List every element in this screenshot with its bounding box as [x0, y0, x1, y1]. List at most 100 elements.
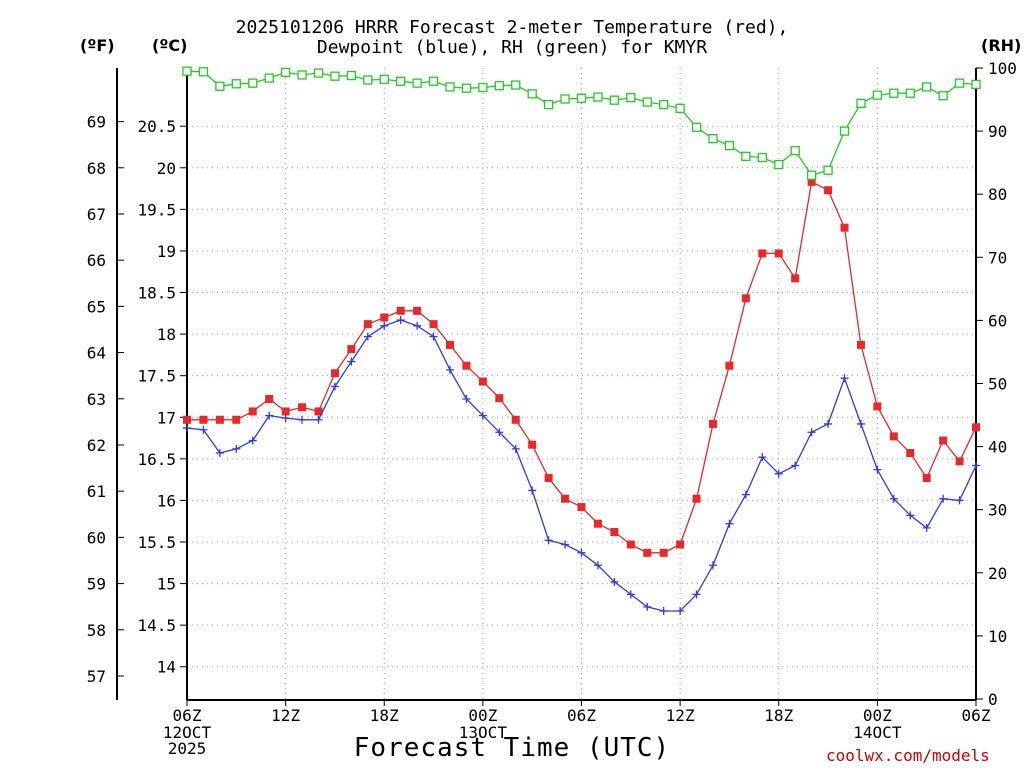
temperature-point: [528, 440, 537, 449]
temperature-point: [232, 415, 241, 424]
dewpoint-point: [626, 590, 635, 599]
dewpoint-point: [429, 332, 438, 341]
temperature-point: [774, 249, 783, 258]
rh-point: [905, 88, 915, 98]
dewpoint-point: [709, 561, 717, 570]
temperature-point: [889, 432, 898, 441]
rh-point: [593, 92, 603, 102]
temperature-point: [446, 340, 454, 349]
x-tick-label: 18Z: [764, 706, 793, 725]
rh-point: [248, 78, 258, 88]
dewpoint-point: [791, 461, 800, 470]
rh-tick-label: 40: [988, 438, 1007, 457]
temperature-point: [840, 223, 849, 232]
x-tick-date-label: 13OCT: [459, 723, 508, 742]
series-line-temperature: [187, 180, 977, 554]
dewpoint-point: [298, 415, 307, 424]
fahrenheit-tick-label: 61: [87, 482, 106, 501]
fahrenheit-tick-label: 65: [87, 297, 106, 316]
rh-tick-label: 10: [988, 627, 1007, 646]
rh-point: [527, 89, 537, 99]
chart-title-line1: 2025101206 HRRR Forecast 2-meter Tempera…: [235, 17, 789, 38]
dewpoint-point: [330, 382, 339, 391]
temperature-point: [856, 340, 865, 349]
rh-point: [872, 90, 883, 100]
rh-point: [576, 93, 587, 103]
temperature-point: [692, 494, 701, 503]
dewpoint-point: [922, 523, 931, 532]
temperature-point: [741, 294, 750, 303]
dewpoint-point: [478, 411, 487, 420]
rh-tick-label: 60: [988, 311, 1007, 330]
x-axis-title: Forecast Time (UTC): [353, 733, 671, 763]
rh-point: [560, 94, 570, 104]
dewpoint-point: [856, 419, 865, 428]
dewpoint-point: [544, 536, 553, 545]
temperature-point: [643, 548, 652, 557]
rh-point: [626, 93, 636, 103]
rh-point: [691, 122, 702, 132]
rh-point: [889, 88, 899, 98]
rh-point: [198, 67, 209, 77]
rh-point: [445, 82, 455, 92]
dewpoint-point: [347, 357, 356, 366]
dewpoint-point: [758, 453, 767, 462]
temperature-point: [939, 436, 948, 445]
temperature-point: [215, 415, 224, 424]
dewpoint-point: [363, 332, 372, 341]
temperature-point: [330, 369, 339, 378]
dewpoint-point: [906, 511, 915, 520]
rh-point: [330, 71, 340, 81]
dewpoint-point: [446, 365, 454, 374]
temperature-point: [248, 407, 257, 416]
rh-point: [806, 170, 817, 180]
chart-title-line2: Dewpoint (blue), RH (green) for KMYR: [316, 37, 708, 58]
dewpoint-point: [199, 425, 208, 434]
celsius-tick-label: 19: [157, 242, 176, 261]
temperature-point: [659, 548, 668, 557]
fahrenheit-tick-label: 63: [87, 390, 106, 409]
dewpoint-point: [676, 607, 685, 616]
x-tick-label: 06Z: [962, 706, 991, 725]
celsius-tick-label: 16.5: [137, 450, 176, 469]
rh-tick-label: 70: [988, 248, 1007, 267]
temperature-point: [593, 519, 602, 528]
rh-point: [231, 79, 241, 89]
temperature-point: [495, 394, 504, 403]
rh-point: [280, 67, 291, 78]
rh-point: [642, 97, 652, 107]
fahrenheit-tick-label: 57: [87, 667, 106, 686]
rh-point: [182, 66, 192, 76]
credit-text: coolwx.com/models: [826, 746, 990, 765]
dewpoint-point: [215, 449, 224, 458]
dewpoint-point: [659, 607, 668, 616]
rh-tick-label: 30: [988, 501, 1007, 520]
dewpoint-point: [889, 494, 898, 503]
dewpoint-point: [741, 490, 750, 499]
temperature-point: [955, 457, 964, 466]
rh-point: [396, 76, 406, 86]
dewpoint-point: [561, 540, 570, 549]
rh-point: [675, 103, 685, 114]
rh-point: [478, 82, 488, 93]
x-tick-label: 00Z: [468, 706, 497, 725]
temperature-point: [478, 377, 487, 386]
dewpoint-point: [725, 519, 734, 528]
dewpoint-point: [873, 465, 882, 474]
rh-tick-label: 80: [988, 185, 1007, 204]
dewpoint-point: [495, 428, 504, 437]
celsius-tick-label: 15.5: [137, 533, 176, 552]
rh-point: [971, 79, 981, 90]
dewpoint-point: [692, 590, 701, 599]
x-tick-date-label: 14OCT: [853, 723, 902, 742]
fahrenheit-tick-label: 69: [87, 113, 106, 132]
dewpoint-point: [396, 315, 405, 324]
rh-point: [379, 74, 389, 85]
celsius-tick-label: 17: [157, 408, 176, 427]
temperature-point: [544, 473, 553, 482]
rh-point: [659, 99, 669, 110]
temperature-point: [824, 186, 833, 195]
rh-tick-label: 100: [988, 59, 1017, 78]
rh-tick-label: 20: [988, 564, 1007, 583]
rh-point: [938, 91, 948, 101]
